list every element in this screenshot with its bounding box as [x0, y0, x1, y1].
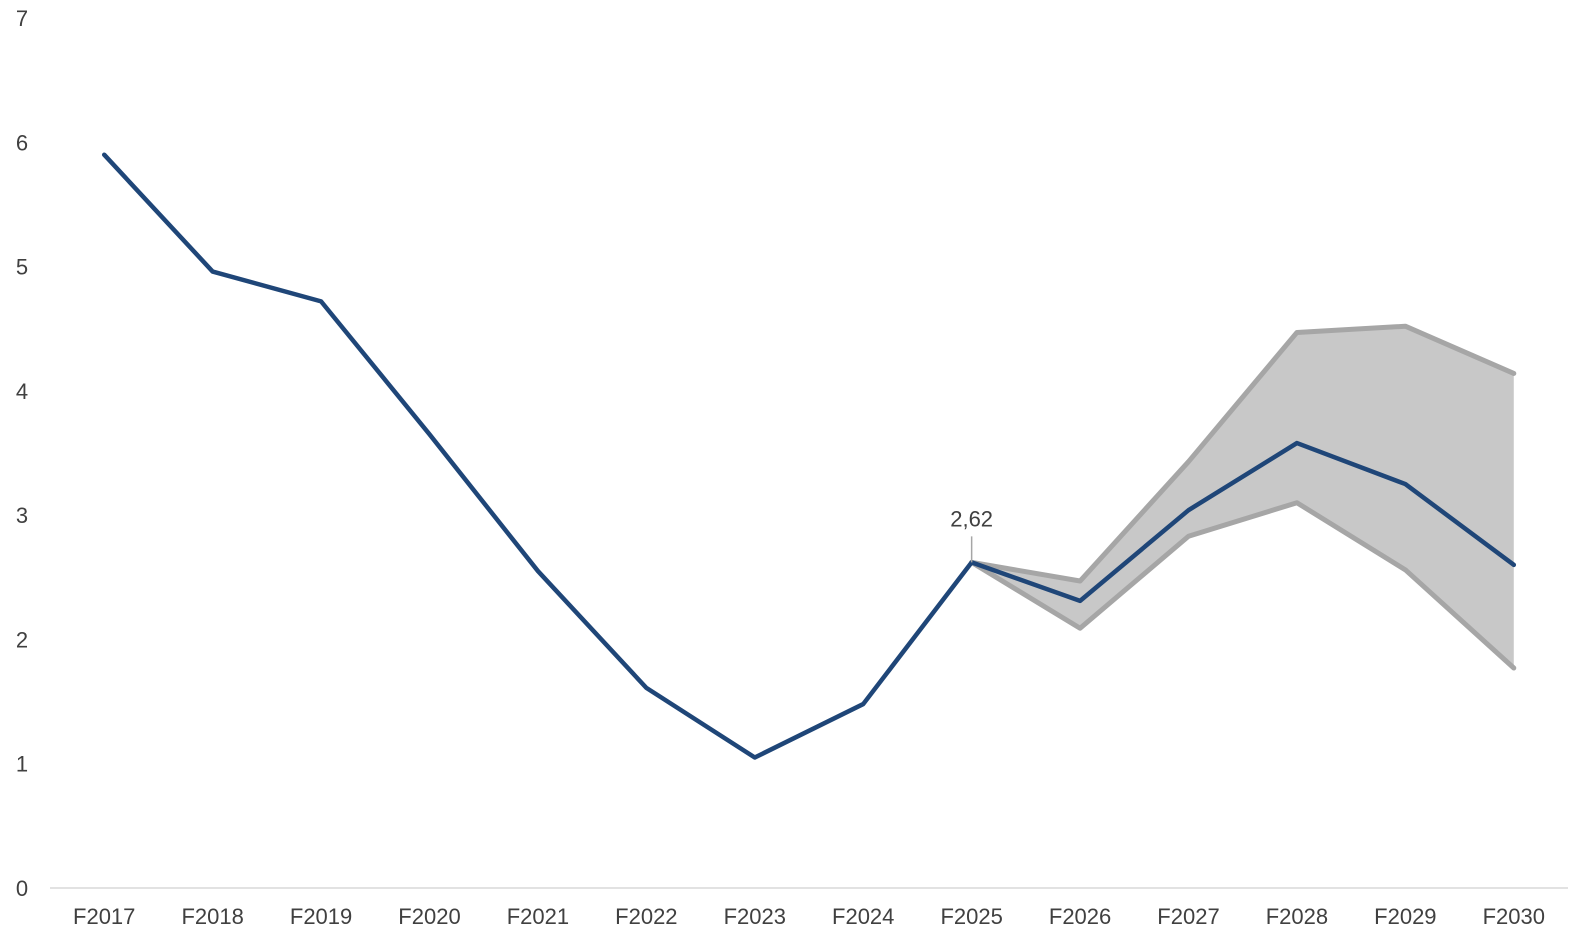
- y-tick-label: 1: [16, 752, 28, 777]
- x-tick-label: F2018: [181, 904, 243, 929]
- x-tick-label: F2028: [1266, 904, 1328, 929]
- x-tick-label: F2021: [507, 904, 569, 929]
- y-tick-label: 2: [16, 627, 28, 652]
- series-line-lower: [969, 500, 1517, 671]
- y-tick-label: 7: [16, 6, 28, 31]
- x-tick-label: F2020: [398, 904, 460, 929]
- x-tick-label: F2024: [832, 904, 894, 929]
- label-layer: 0 1 2 3 4 5 6 7 F2017 F2018 F2019 F2020 F2021 F2022 F2…: [16, 6, 1545, 929]
- x-tick-label: F2025: [940, 904, 1002, 929]
- y-tick-label: 5: [16, 255, 28, 280]
- forecast-band-layer: [971, 326, 1514, 669]
- x-tick-label: F2029: [1374, 904, 1436, 929]
- x-tick-label: F2026: [1049, 904, 1111, 929]
- x-tick-label: F2027: [1157, 904, 1219, 929]
- y-tick-label: 0: [16, 876, 28, 901]
- x-tick-label: F2030: [1483, 904, 1545, 929]
- x-tick-label: F2017: [73, 904, 135, 929]
- y-tick-label: 6: [16, 130, 28, 155]
- series-layer: [101, 152, 1517, 760]
- forecast-band: [971, 326, 1514, 669]
- series-line-upper: [969, 323, 1517, 584]
- x-tick-label: F2022: [615, 904, 677, 929]
- annotation-label: 2,62: [950, 506, 993, 531]
- series-line-central: [101, 152, 1517, 760]
- x-tick-label: F2019: [290, 904, 352, 929]
- x-tick-label: F2023: [724, 904, 786, 929]
- y-tick-label: 4: [16, 379, 28, 404]
- y-tick-label: 3: [16, 503, 28, 528]
